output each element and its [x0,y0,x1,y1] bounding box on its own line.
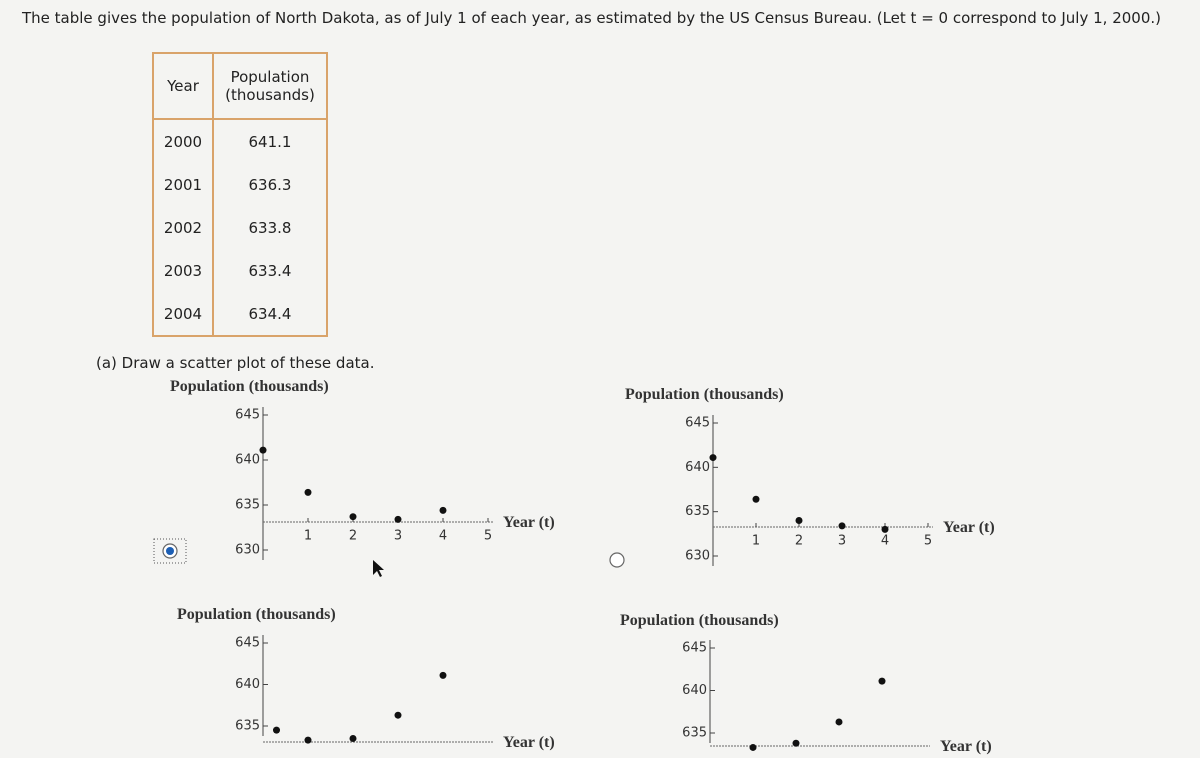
x-axis-label: Year (t) [943,519,995,536]
table-cell: 634.4 [213,292,328,336]
table-cell: 2001 [153,163,214,206]
y-tick-label: 640 [685,460,710,475]
data-point [273,726,280,734]
prompt: The table gives the population of North … [22,9,1161,27]
data-point [792,739,800,747]
y-tick-label: 635 [235,498,260,513]
focus-outline [153,538,187,564]
y-tick-label: 640 [682,683,707,698]
y-tick-label: 645 [235,636,260,651]
data-point [881,525,889,533]
y-tick-label: 645 [235,408,260,423]
table-cell: 2000 [153,119,214,163]
table-cell: 633.8 [213,206,328,249]
data-point [394,515,402,523]
y-axis-label: Population (thousands) [625,386,784,403]
question: (a) Draw a scatter plot of these data. [96,354,375,372]
data-point [304,488,312,496]
cursor [373,560,384,577]
x-tick-label: 3 [838,534,846,549]
data-point [835,718,843,726]
y-tick-label: 630 [235,543,260,558]
data-point [439,506,447,514]
x-axis-label: Year (t) [503,734,555,751]
y-axis-label: Population (thousands) [620,612,779,629]
x-tick-label: 5 [484,529,492,544]
radio-selected [166,547,174,555]
y-tick-label: 635 [235,719,260,734]
x-tick-label: 3 [394,529,402,544]
header-cell: Population (thousands) [213,53,328,120]
data-point [394,711,402,719]
table-cell: 633.4 [213,249,328,292]
x-tick-label: 1 [304,529,312,544]
data-point [795,517,803,525]
y-axis-label: Population (thousands) [170,378,329,395]
data-point [838,522,846,530]
y-tick-label: 635 [682,726,707,741]
y-tick-label: 645 [682,641,707,656]
y-tick-label: 635 [685,504,710,519]
y-tick-label: 640 [235,677,260,692]
y-tick-label: 630 [685,549,710,564]
data-table: Year Population (thousands) 2000 641.1 2001… [152,52,328,337]
x-tick-label: 4 [881,534,889,549]
y-tick-label: 640 [235,453,260,468]
table-cell: 2002 [153,206,214,249]
data-point [749,743,757,751]
data-point [304,736,312,744]
data-point [349,734,357,742]
table-cell: 2004 [153,292,214,336]
data-point [878,677,886,685]
header-cell: Year [153,53,214,120]
data-point [439,671,447,679]
x-tick-label: 1 [752,534,760,549]
x-axis-label: Year (t) [940,738,992,755]
y-tick-label: 645 [685,416,710,431]
radio-button[interactable] [609,552,625,568]
data-point [709,454,717,462]
data-point [349,513,357,521]
x-axis-label: Year (t) [503,514,555,531]
table-cell: 2003 [153,249,214,292]
data-point [259,446,267,454]
data-point [752,495,760,503]
x-tick-label: 5 [924,534,932,549]
table-cell: 636.3 [213,163,328,206]
x-tick-label: 2 [349,529,357,544]
table-cell: 641.1 [213,119,328,163]
y-axis-label: Population (thousands) [177,606,336,623]
x-tick-label: 2 [795,534,803,549]
x-tick-label: 4 [439,529,447,544]
